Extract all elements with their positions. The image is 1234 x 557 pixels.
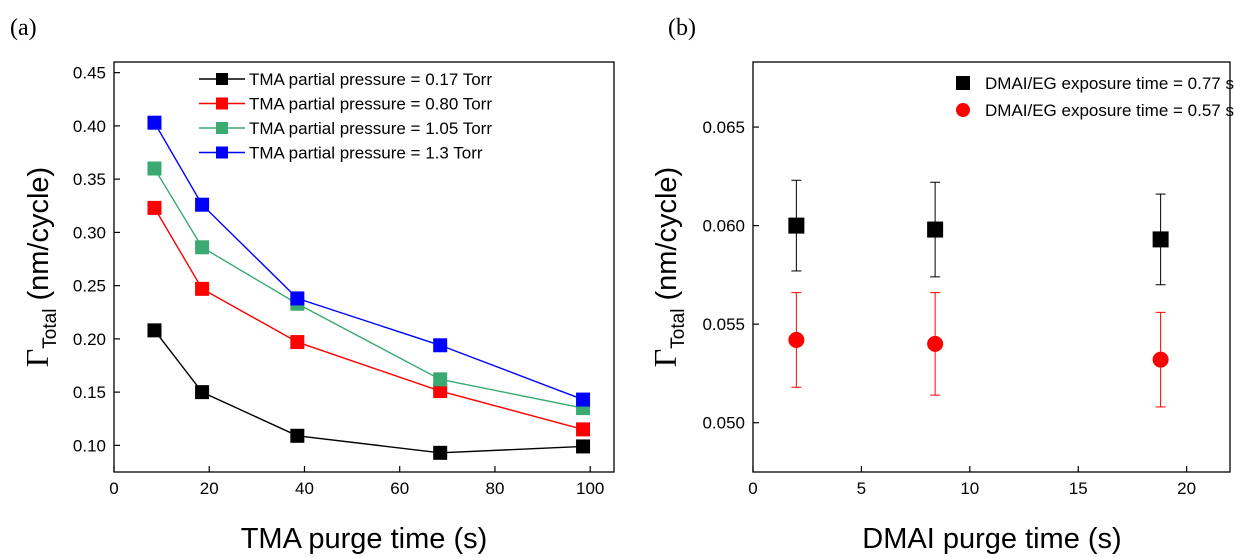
panel-a-legend-marker (216, 122, 228, 134)
panel-a-series-0 (147, 323, 591, 460)
panel-b-legend-label: DMAI/EG exposure time = 0.77 s (985, 74, 1234, 93)
panel-b-plot-frame (752, 61, 1231, 473)
panel-b-y-tick-label: 0.060 (702, 217, 745, 236)
panel-b-y-axis-symbol: Γ (647, 349, 683, 368)
panel-a-y-axis-unit: (nm/cycle) (23, 167, 55, 309)
panel-a-legend-item-1: TMA partial pressure = 0.80 Torr (199, 95, 492, 114)
panel-b-legend-marker (956, 103, 970, 117)
panel-a-x-tick-label: 40 (295, 479, 314, 498)
panel-b-data-point (1152, 351, 1169, 368)
panel-b: (b) 0 5 10 15 20 0.050 0.055 0.060 0.065 DMAI/EG… (647, 15, 1234, 555)
panel-a-data-point (290, 428, 305, 443)
panel-a: (a) 0 20 40 60 80 100 0.10 0.15 0.20 0.25 0.30 0.35… (10, 15, 615, 555)
panel-b-series (788, 179, 1169, 408)
panel-a-y-axis-symbol: Γ (19, 349, 55, 368)
panel-a-data-point (576, 392, 591, 407)
panel-b-legend-item-1: DMAI/EG exposure time = 0.57 s (956, 101, 1234, 120)
panel-b-y-axis-unit: (nm/cycle) (651, 167, 683, 309)
panel-a-legend-item-2: TMA partial pressure = 1.05 Torr (199, 119, 492, 138)
panel-a-legend: TMA partial pressure = 0.17 Torr TMA part… (199, 70, 492, 163)
panel-b-y-tick-label: 0.055 (702, 315, 745, 334)
panel-a-data-point (290, 291, 305, 306)
panel-a-y-tick-label: 0.45 (73, 64, 106, 83)
panel-a-label: (a) (10, 15, 37, 41)
panel-a-y-tick-label: 0.25 (73, 277, 106, 296)
panel-a-x-tick-label: 60 (390, 479, 409, 498)
panel-b-label: (b) (668, 15, 696, 41)
panel-a-data-point (147, 323, 162, 338)
panel-b-data-point (1152, 231, 1169, 248)
panel-b-data-point (788, 331, 805, 348)
panel-a-y-tick-label: 0.40 (73, 117, 106, 136)
panel-a-legend-label: TMA partial pressure = 1.05 Torr (249, 119, 492, 138)
panel-b-x-tick-label: 0 (748, 479, 757, 498)
panel-a-legend-marker (216, 97, 228, 110)
panel-a-data-point (195, 281, 210, 296)
panel-a-data-point (147, 200, 162, 215)
panel-a-data-point (433, 445, 448, 460)
panel-b-y-tick-label: 0.065 (702, 118, 745, 137)
panel-b-series-0 (788, 179, 1169, 286)
panel-b-ticks: 0 5 10 15 20 0.050 0.055 0.060 0.065 (702, 118, 1196, 498)
panel-a-legend-item-3: TMA partial pressure = 1.3 Torr (199, 144, 483, 163)
panel-a-legend-label: TMA partial pressure = 0.80 Torr (249, 95, 492, 114)
panel-a-data-point (195, 385, 210, 400)
panel-b-legend-marker (956, 76, 970, 90)
panel-b-x-tick-label: 5 (857, 479, 866, 498)
panel-a-x-tick-label: 80 (485, 479, 504, 498)
panel-a-y-tick-label: 0.35 (73, 170, 106, 189)
panel-a-y-tick-label: 0.20 (73, 330, 106, 349)
panel-a-ticks: 0 20 40 60 80 100 0.10 0.15 0.20 0.25 0.30 0.35 0.40… (73, 64, 604, 498)
panel-b-data-point (788, 217, 805, 234)
panel-a-data-point (290, 335, 305, 350)
panel-a-data-point (147, 161, 162, 176)
panel-a-series-line (153, 168, 584, 409)
panel-a-y-axis-subscript: Total (40, 309, 61, 349)
panel-b-series-1 (788, 292, 1169, 408)
panel-a-data-point (147, 115, 162, 130)
panel-a-data-point (433, 372, 448, 387)
panel-a-series-3 (147, 115, 591, 407)
panel-a-legend-marker (216, 146, 228, 159)
panel-a-legend-label: TMA partial pressure = 0.17 Torr (249, 70, 492, 89)
panel-a-data-point (433, 384, 448, 399)
panel-a-y-tick-label: 0.30 (73, 223, 106, 242)
panel-a-y-tick-label: 0.10 (73, 436, 106, 455)
panel-b-legend-item-0: DMAI/EG exposure time = 0.77 s (956, 74, 1234, 93)
panel-a-x-axis-label: TMA purge time (s) (241, 523, 488, 555)
panel-a-y-axis-label: ΓTotal (nm/cycle) (19, 167, 61, 367)
panel-a-data-point (576, 422, 591, 437)
panel-a-legend-item-0: TMA partial pressure = 0.17 Torr (199, 70, 492, 89)
panel-a-legend-marker (216, 73, 228, 85)
panel-a-x-tick-label: 100 (576, 479, 604, 498)
panel-a-series-line (153, 122, 584, 401)
panel-b-x-tick-label: 10 (960, 479, 979, 498)
panel-b-x-axis-label: DMAI purge time (s) (862, 523, 1121, 555)
panel-a-series-line (153, 329, 584, 454)
panel-b-data-point (927, 335, 944, 352)
panel-a-y-tick-label: 0.15 (73, 383, 106, 402)
panel-a-plot-frame (113, 61, 615, 473)
panel-b-x-tick-label: 15 (1069, 479, 1088, 498)
panel-a-data-point (433, 338, 448, 353)
panel-a-x-tick-label: 20 (200, 479, 219, 498)
panel-b-y-axis-label: ΓTotal (nm/cycle) (647, 167, 689, 367)
panel-a-series-1 (147, 200, 591, 437)
panel-a-data-point (195, 197, 210, 212)
panel-b-legend: DMAI/EG exposure time = 0.77 s DMAI/EG ex… (956, 74, 1234, 120)
panel-b-y-tick-label: 0.050 (702, 414, 745, 433)
panel-a-x-tick-label: 0 (109, 479, 118, 498)
panel-b-y-axis-subscript: Total (668, 309, 689, 349)
panel-b-x-tick-label: 20 (1177, 479, 1196, 498)
panel-a-data-point (576, 439, 591, 454)
panel-a-series-line (153, 207, 584, 431)
panel-a-legend-label: TMA partial pressure = 1.3 Torr (249, 144, 483, 163)
panel-a-series (147, 115, 591, 460)
panel-b-data-point (927, 221, 944, 238)
panel-a-data-point (195, 240, 210, 255)
panel-b-legend-label: DMAI/EG exposure time = 0.57 s (985, 101, 1234, 120)
